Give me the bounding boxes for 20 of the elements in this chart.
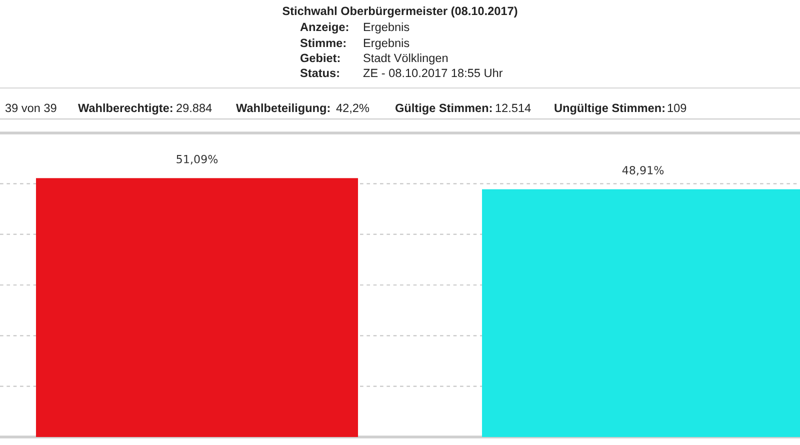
text: Ungültige Stimmen: [554, 103, 664, 115]
text: Status: [300, 68, 339, 78]
text: Gültige Stimmen: [395, 103, 492, 115]
data-label: 51,09% [176, 154, 218, 164]
text: Stadt Völklingen [364, 54, 448, 65]
text: Stimme: [300, 38, 346, 48]
text: 109 [668, 104, 686, 112]
text: ZE - 08.10.2017 18:55 Uhr [363, 68, 503, 78]
text: 42,2% [336, 104, 370, 114]
text: Ergebnis [364, 38, 410, 50]
text: 29.884 [176, 104, 212, 112]
text: Anzeige: [300, 22, 348, 34]
text: Wahlberechtigte: [78, 103, 172, 115]
text: Gebiet: [300, 54, 340, 62]
data-label: 48,91% [622, 166, 664, 176]
text: Wahlbeteiligung: [236, 103, 330, 115]
text: 12.514 [496, 104, 531, 112]
chart-title: Stichwahl Oberbürgermeister (08.10.2017) [282, 6, 518, 18]
text: Ergebnis [364, 22, 410, 34]
text: 39 von 39 [5, 104, 56, 112]
